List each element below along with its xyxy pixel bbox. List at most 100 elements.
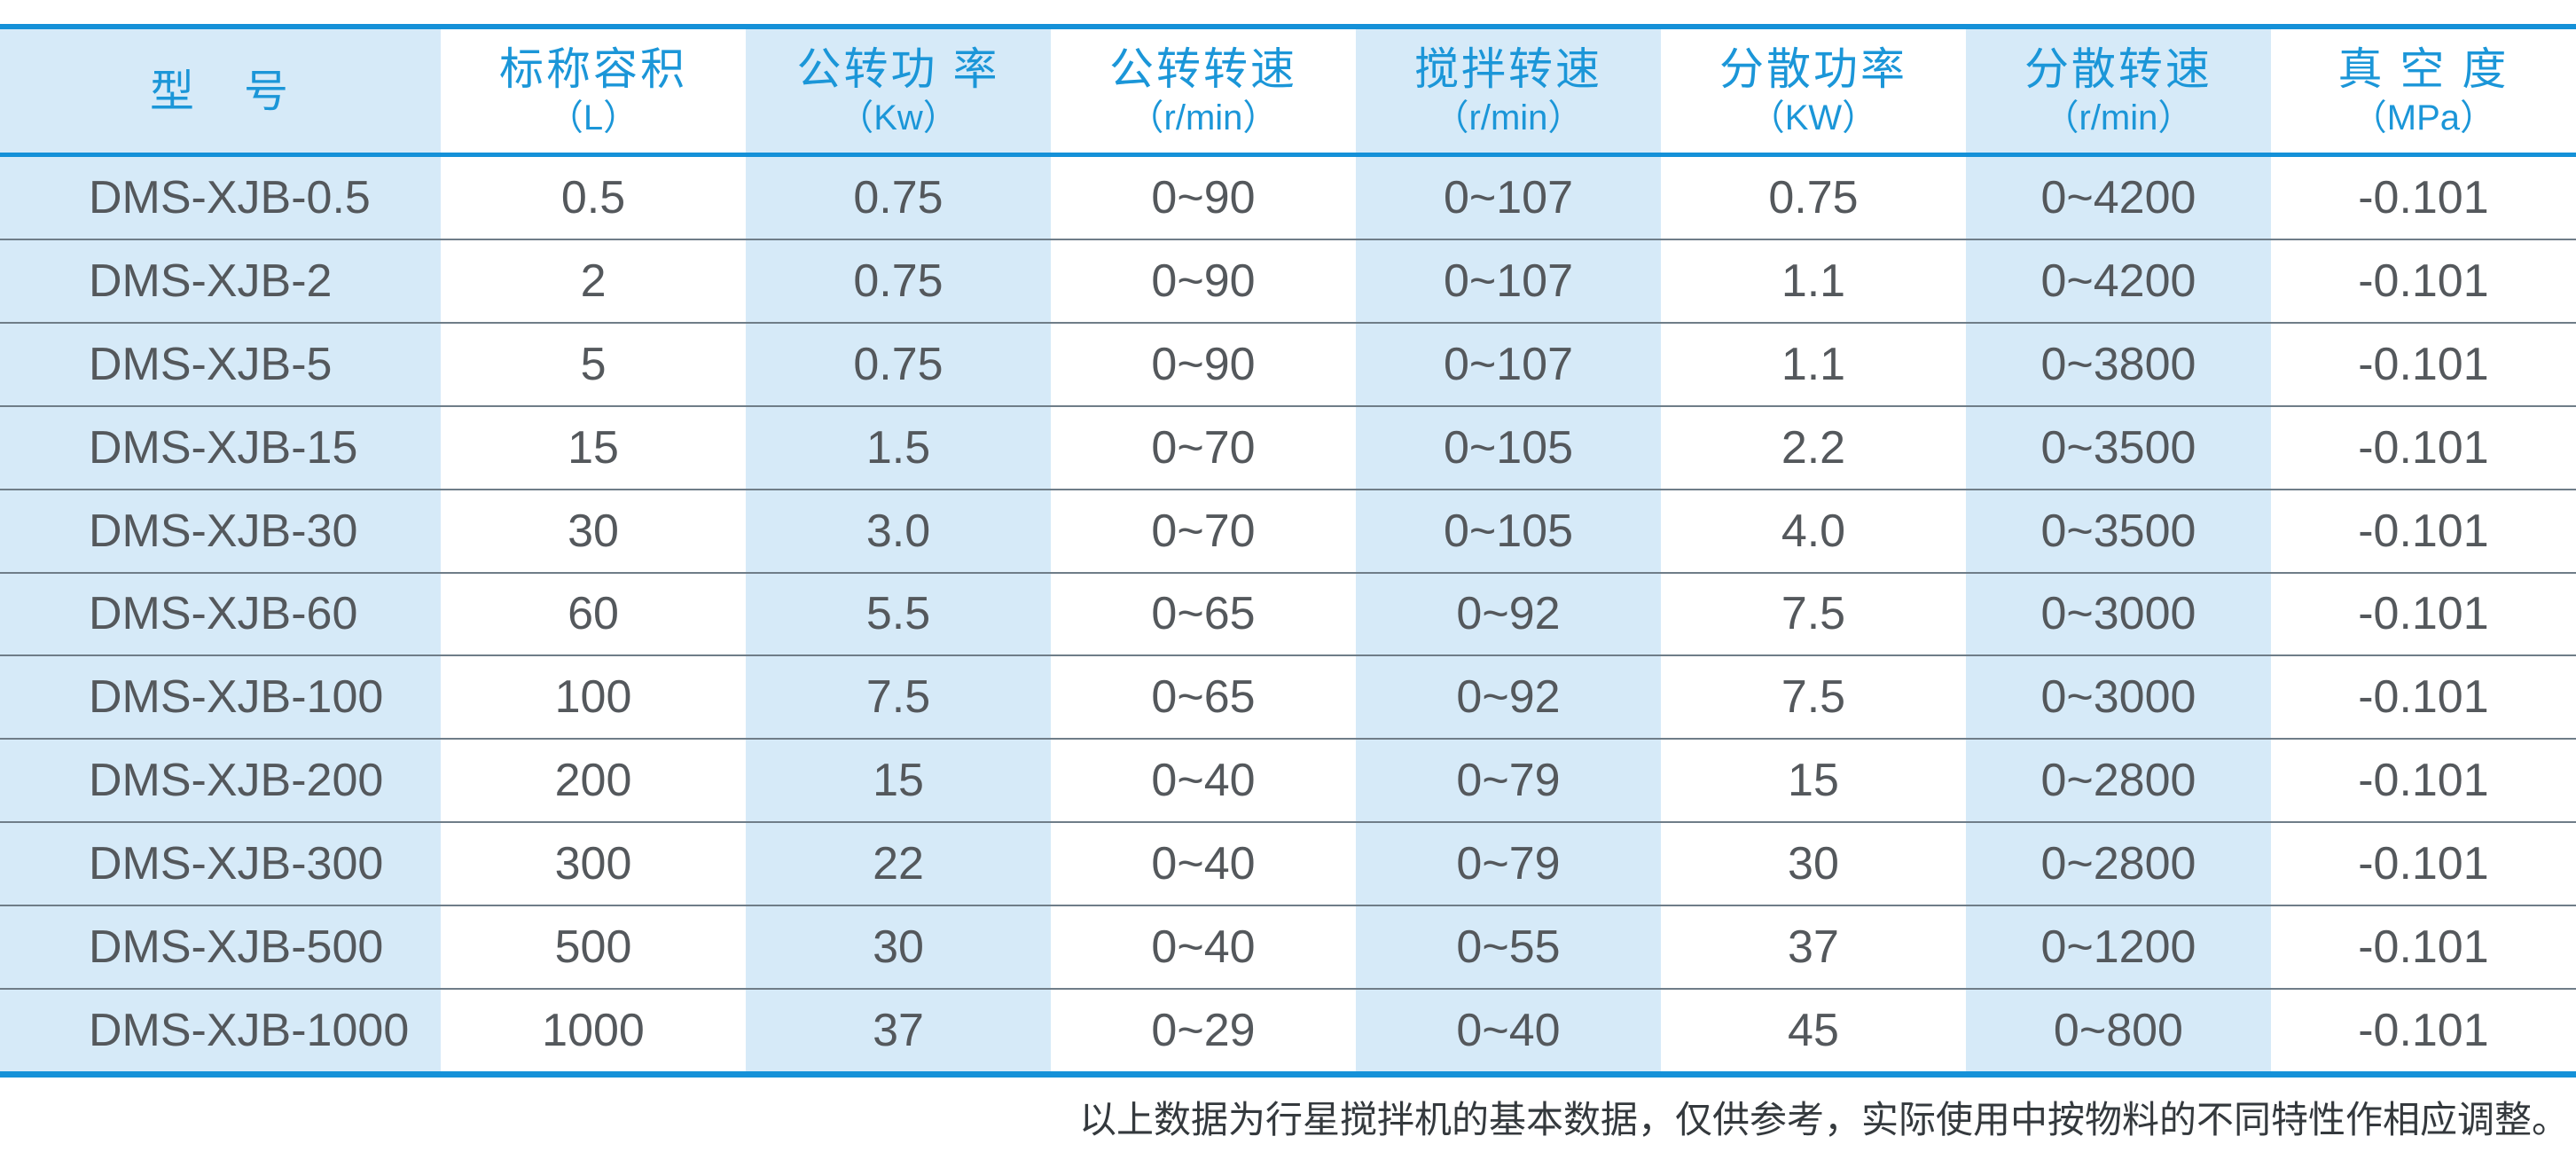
value-cell: -0.101 [2358, 588, 2489, 640]
value-cell: 5 [580, 338, 607, 390]
value-cell: 37 [746, 990, 1051, 1071]
value-cell: 1.1 [1781, 338, 1846, 390]
column-unit: （r/min） [1128, 98, 1279, 137]
value-cell: 2.2 [1781, 421, 1846, 474]
column-title: 真 空 度 [2337, 43, 2509, 94]
value-cell: 0~70 [1151, 505, 1256, 557]
value-cell: 0~800 [1965, 990, 2271, 1071]
column-header-vacuum-degree: 真 空 度 （MPa） [2271, 29, 2576, 153]
column-header-nominal-volume: 标称容积 （L） [441, 29, 746, 153]
value-cell: 0~29 [1151, 1005, 1256, 1057]
value-cell: 300 [554, 838, 632, 890]
value-cell: 0~1200 [1965, 906, 2271, 989]
column-title: 公转转速 [1108, 43, 1297, 94]
column-unit: （Kw） [838, 98, 959, 137]
value-cell: 200 [554, 755, 632, 807]
value-cell: 1.5 [746, 406, 1051, 489]
model-cell: DMS-XJB-500 [0, 906, 442, 989]
value-cell: 0~107 [1355, 239, 1661, 322]
value-cell: 0~40 [1151, 838, 1256, 890]
value-cell: 0.75 [746, 157, 1051, 239]
value-cell: 30 [746, 906, 1051, 989]
column-header-model: 型 号 [0, 29, 442, 153]
value-cell: 0~92 [1355, 573, 1661, 655]
value-cell: -0.101 [2358, 755, 2489, 807]
value-cell: 0~90 [1151, 171, 1256, 223]
table-row: DMS-XJB-60 60 5.5 0~65 0~92 7.5 0~3000 -0.101 [0, 571, 2576, 655]
value-cell: 0~107 [1355, 323, 1661, 405]
value-cell: 15 [1788, 755, 1839, 807]
value-cell: 0~70 [1151, 421, 1256, 474]
model-cell: DMS-XJB-200 [0, 740, 442, 822]
value-cell: 0~3500 [1965, 490, 2271, 572]
value-cell: 15 [746, 740, 1051, 822]
value-cell: 0~65 [1151, 588, 1256, 640]
value-cell: 0~92 [1355, 656, 1661, 739]
value-cell: 0~3800 [1965, 323, 2271, 405]
table-row: DMS-XJB-100 100 7.5 0~65 0~92 7.5 0~3000 -0.101 [0, 654, 2576, 739]
value-cell: 0~90 [1151, 255, 1256, 307]
column-unit: （r/min） [1433, 98, 1584, 137]
column-unit: （r/min） [2043, 98, 2194, 137]
model-cell: DMS-XJB-2 [0, 239, 442, 322]
value-cell: 2 [580, 255, 607, 307]
column-unit: （MPa） [2351, 98, 2496, 137]
column-header-dispersion-power: 分散功率 （KW） [1661, 29, 1966, 153]
column-header-revolution-power: 公转功 率 （Kw） [746, 29, 1051, 153]
column-title: 分散功率 [1719, 43, 1907, 94]
value-cell: 500 [554, 921, 632, 974]
column-title: 标称容积 [499, 43, 688, 94]
value-cell: 0~3000 [1965, 573, 2271, 655]
column-title: 分散转速 [2024, 43, 2212, 94]
value-cell: 0.75 [746, 323, 1051, 405]
value-cell: 0~4200 [1965, 157, 2271, 239]
model-cell: DMS-XJB-100 [0, 656, 442, 739]
table-row: DMS-XJB-500 500 30 0~40 0~55 37 0~1200 -0.101 [0, 905, 2576, 989]
column-title: 型 号 [150, 66, 292, 116]
value-cell: 0~3000 [1965, 656, 2271, 739]
value-cell: 0~3500 [1965, 406, 2271, 489]
value-cell: -0.101 [2358, 838, 2489, 890]
column-header-stir-speed: 搅拌转速 （r/min） [1355, 29, 1661, 153]
table-row: DMS-XJB-200 200 15 0~40 0~79 15 0~2800 -0.101 [0, 738, 2576, 822]
table-row: DMS-XJB-15 15 1.5 0~70 0~105 2.2 0~3500 -0.101 [0, 404, 2576, 489]
model-cell: DMS-XJB-5 [0, 323, 442, 405]
value-cell: 0~79 [1355, 740, 1661, 822]
value-cell: 1000 [542, 1005, 645, 1057]
column-title: 公转功 率 [796, 43, 1000, 94]
value-cell: 0~2800 [1965, 740, 2271, 822]
table-row: DMS-XJB-300 300 22 0~40 0~79 30 0~2800 -0.101 [0, 821, 2576, 905]
model-cell: DMS-XJB-60 [0, 573, 442, 655]
value-cell: 0~40 [1151, 755, 1256, 807]
value-cell: 4.0 [1781, 505, 1846, 557]
value-cell: -0.101 [2358, 338, 2489, 390]
value-cell: -0.101 [2358, 1005, 2489, 1057]
model-cell: DMS-XJB-0.5 [0, 157, 442, 239]
value-cell: -0.101 [2358, 921, 2489, 974]
model-cell: DMS-XJB-300 [0, 823, 442, 905]
model-cell: DMS-XJB-15 [0, 406, 442, 489]
value-cell: 1.1 [1781, 255, 1846, 307]
column-header-revolution-speed: 公转转速 （r/min） [1051, 29, 1356, 153]
value-cell: 0~40 [1151, 921, 1256, 974]
value-cell: 37 [1788, 921, 1839, 974]
value-cell: 0~90 [1151, 338, 1256, 390]
column-unit: （KW） [1749, 98, 1878, 137]
value-cell: 100 [554, 671, 632, 724]
model-cell: DMS-XJB-30 [0, 490, 442, 572]
value-cell: -0.101 [2358, 421, 2489, 474]
column-header-dispersion-speed: 分散转速 （r/min） [1965, 29, 2271, 153]
value-cell: 22 [746, 823, 1051, 905]
value-cell: 0~107 [1355, 157, 1661, 239]
value-cell: 60 [568, 588, 619, 640]
value-cell: -0.101 [2358, 671, 2489, 724]
value-cell: 3.0 [746, 490, 1051, 572]
value-cell: -0.101 [2358, 255, 2489, 307]
value-cell: 45 [1788, 1005, 1839, 1057]
footer-note: 以上数据为行星搅拌机的基本数据，仅供参考，实际使用中按物料的不同特性作相应调整。 [1078, 1098, 2569, 1141]
value-cell: -0.101 [2358, 505, 2489, 557]
value-cell: 0~55 [1355, 906, 1661, 989]
value-cell: 0~105 [1355, 406, 1661, 489]
table-row: DMS-XJB-1000 1000 37 0~29 0~40 45 0~800 -0.101 [0, 988, 2576, 1071]
table-row: DMS-XJB-5 5 0.75 0~90 0~107 1.1 0~3800 -0.101 [0, 321, 2576, 405]
